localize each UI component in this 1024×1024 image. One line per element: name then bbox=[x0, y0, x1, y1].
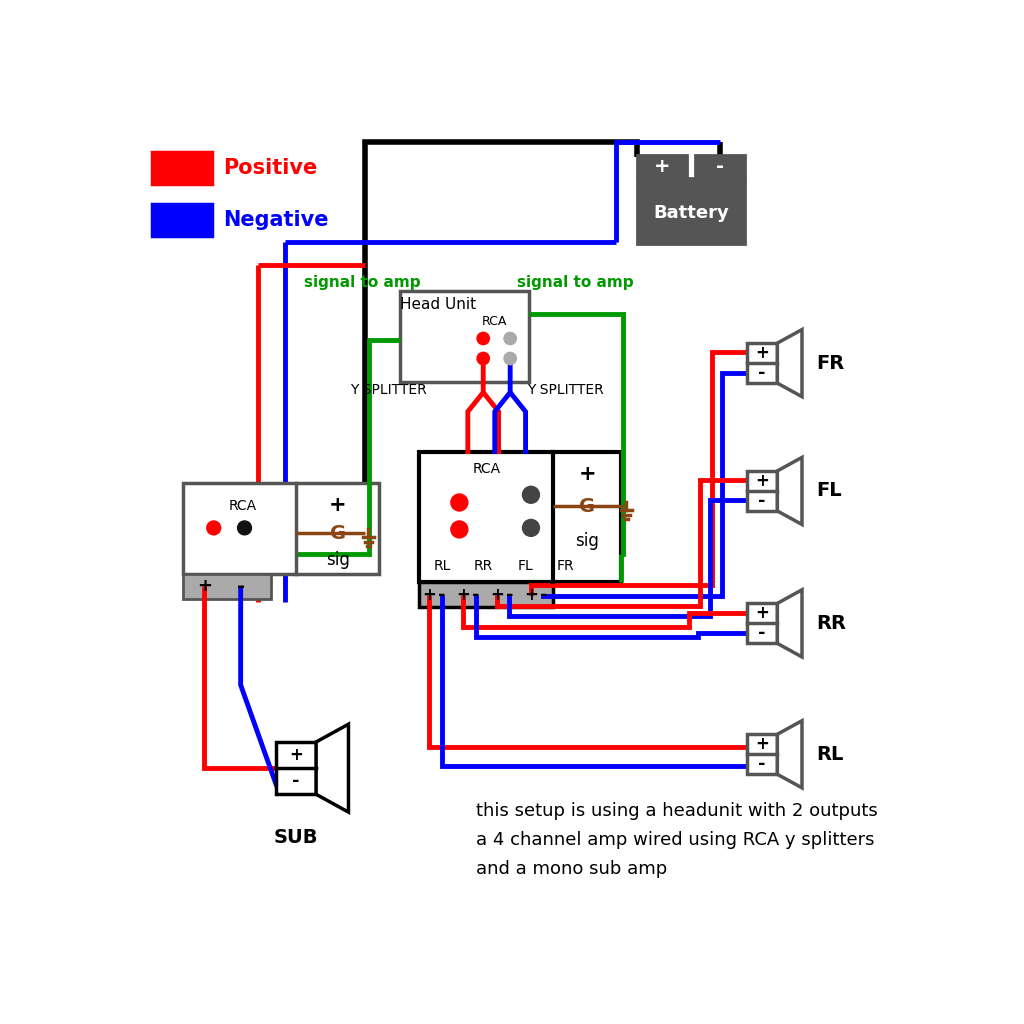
Text: RR: RR bbox=[816, 613, 846, 633]
Text: sig: sig bbox=[326, 551, 349, 569]
Text: RCA: RCA bbox=[482, 315, 508, 328]
Polygon shape bbox=[777, 721, 802, 787]
Text: SUB: SUB bbox=[273, 828, 318, 847]
Text: RR: RR bbox=[473, 559, 493, 573]
Text: RCA: RCA bbox=[229, 500, 257, 513]
Polygon shape bbox=[777, 590, 802, 657]
Bar bbox=[276, 742, 316, 795]
Bar bbox=[637, 178, 745, 244]
Text: FR: FR bbox=[816, 353, 844, 373]
Text: +: + bbox=[579, 464, 596, 484]
Bar bbox=[419, 582, 553, 607]
Text: RCA: RCA bbox=[472, 463, 501, 476]
Circle shape bbox=[451, 494, 468, 511]
Text: RL: RL bbox=[816, 744, 843, 764]
Text: -: - bbox=[540, 586, 547, 604]
Text: signal to amp: signal to amp bbox=[304, 274, 421, 290]
Text: this setup is using a headunit with 2 outputs: this setup is using a headunit with 2 ou… bbox=[475, 802, 878, 820]
Circle shape bbox=[451, 521, 468, 538]
Bar bbox=[746, 471, 777, 511]
Text: +: + bbox=[457, 586, 470, 604]
Text: Negative: Negative bbox=[223, 210, 329, 230]
Text: -: - bbox=[293, 772, 300, 791]
Text: Battery: Battery bbox=[653, 204, 729, 222]
Bar bbox=[746, 603, 777, 643]
Bar bbox=[400, 291, 529, 382]
Text: -: - bbox=[237, 577, 245, 596]
Text: Y SPLITTER: Y SPLITTER bbox=[527, 383, 604, 397]
Polygon shape bbox=[777, 330, 802, 396]
Text: -: - bbox=[716, 158, 724, 176]
Text: signal to amp: signal to amp bbox=[517, 274, 634, 290]
Text: FL: FL bbox=[816, 481, 842, 501]
Text: RL: RL bbox=[434, 559, 452, 573]
Text: G: G bbox=[580, 497, 595, 516]
Text: sig: sig bbox=[575, 532, 599, 550]
Text: +: + bbox=[490, 586, 504, 604]
Text: -: - bbox=[758, 756, 766, 773]
Text: +: + bbox=[755, 472, 769, 489]
Bar bbox=[695, 156, 745, 178]
Text: -: - bbox=[758, 625, 766, 642]
Bar bbox=[183, 574, 271, 599]
Text: FL: FL bbox=[518, 559, 534, 573]
Text: +: + bbox=[289, 746, 303, 764]
Text: +: + bbox=[197, 578, 212, 595]
Circle shape bbox=[477, 333, 489, 345]
Text: +: + bbox=[329, 495, 346, 515]
Text: +: + bbox=[524, 586, 538, 604]
Text: +: + bbox=[755, 344, 769, 362]
Text: +: + bbox=[755, 604, 769, 623]
Circle shape bbox=[504, 352, 516, 365]
Text: -: - bbox=[758, 492, 766, 510]
Bar bbox=[746, 734, 777, 774]
Text: a 4 channel amp wired using RCA y splitters: a 4 channel amp wired using RCA y splitt… bbox=[475, 831, 874, 849]
Polygon shape bbox=[316, 724, 348, 812]
Text: G: G bbox=[330, 524, 346, 543]
Text: -: - bbox=[438, 586, 445, 604]
Bar bbox=[183, 483, 379, 574]
Text: and a mono sub amp: and a mono sub amp bbox=[475, 859, 667, 878]
Text: +: + bbox=[422, 586, 436, 604]
Text: Y SPLITTER: Y SPLITTER bbox=[350, 383, 427, 397]
Circle shape bbox=[238, 521, 252, 535]
Bar bbox=[746, 343, 777, 383]
Bar bbox=[419, 453, 621, 582]
Text: +: + bbox=[653, 158, 671, 176]
Circle shape bbox=[207, 521, 220, 535]
Bar bbox=[637, 156, 687, 178]
Text: +: + bbox=[755, 735, 769, 754]
Text: Positive: Positive bbox=[223, 159, 317, 178]
Text: FR: FR bbox=[557, 559, 574, 573]
Text: -: - bbox=[506, 586, 513, 604]
Polygon shape bbox=[777, 458, 802, 524]
Text: -: - bbox=[472, 586, 479, 604]
Bar bbox=[153, 153, 212, 184]
Bar bbox=[153, 204, 212, 237]
Text: Head Unit: Head Unit bbox=[400, 297, 476, 312]
Text: -: - bbox=[758, 365, 766, 382]
Circle shape bbox=[477, 352, 489, 365]
Circle shape bbox=[522, 486, 540, 503]
Circle shape bbox=[504, 333, 516, 345]
Circle shape bbox=[522, 519, 540, 537]
